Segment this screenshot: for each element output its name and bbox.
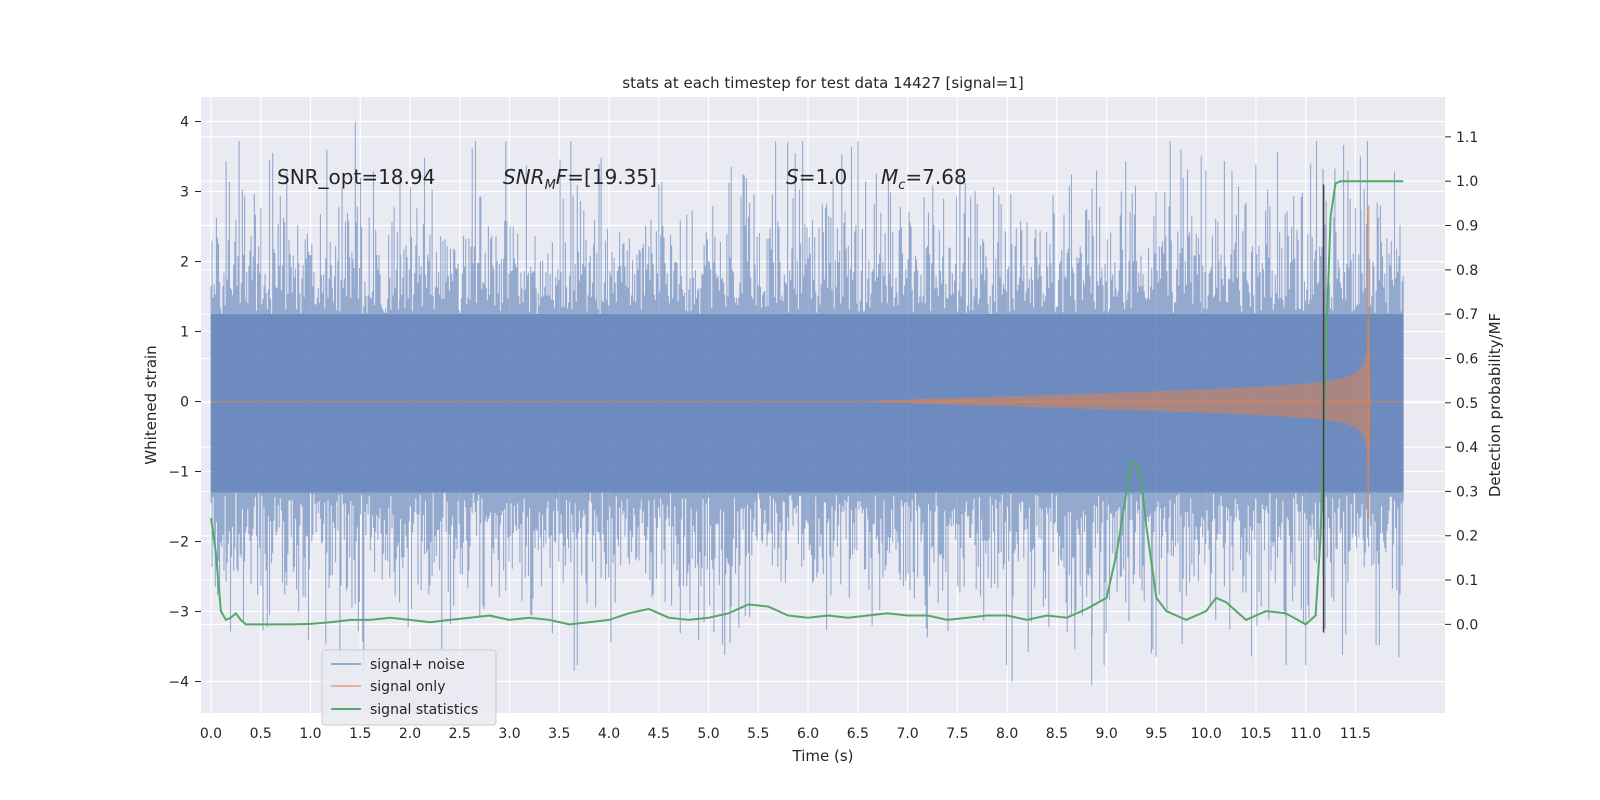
y-axis-label: Whitened strain [142, 345, 160, 464]
x-tick-label: 6.0 [797, 726, 819, 742]
y2-tick-label: 1.1 [1456, 130, 1478, 146]
x-tick-label: 8.0 [996, 726, 1018, 742]
x-tick-label: 4.5 [648, 726, 670, 742]
legend-label-signal-statistics: signal statistics [370, 702, 478, 718]
y2-tick-label: 0.7 [1456, 307, 1478, 323]
x-tick-label: 3.5 [548, 726, 570, 742]
y-tick-label: −2 [168, 535, 189, 551]
y-tick-label: −4 [168, 675, 189, 691]
x-tick-label: 4.0 [598, 726, 620, 742]
x-tick-label: 5.0 [697, 726, 719, 742]
tick-layer: 0.0 0.5 1.0 1.5 2.0 2.5 3.0 3.5 4.0 4.5 5.0 5.5 6.0 6… [168, 115, 1478, 743]
y2-tick-label: 0.3 [1456, 484, 1478, 500]
legend-box [321, 649, 497, 726]
x-axis-label: Time (s) [792, 747, 854, 765]
x-tick-label: 11.0 [1290, 726, 1321, 742]
x-tick-label: 6.5 [847, 726, 869, 742]
y-tick-label: 0 [180, 395, 189, 411]
x-tick-label: 10.0 [1191, 726, 1222, 742]
y-tick-label: 2 [180, 255, 189, 271]
y2-tick-label: 0.9 [1456, 219, 1478, 235]
annotation-s: S=1.0 [786, 165, 847, 189]
probability-series-layer [210, 180, 1404, 626]
legend-label-signal-only: signal only [370, 679, 445, 695]
y-tick-label: −3 [168, 605, 189, 621]
y2-axis-label: Detection probability/MF [1486, 313, 1504, 497]
x-tick-label: 2.5 [449, 726, 471, 742]
x-tick-label: 5.5 [747, 726, 769, 742]
legend: signal+ noise signal only signal statist… [321, 649, 497, 726]
y2-tick-label: 0.2 [1456, 529, 1478, 545]
y2-tick-label: 1.0 [1456, 174, 1478, 190]
x-tick-label: 1.0 [299, 726, 321, 742]
x-tick-label: 9.5 [1145, 726, 1167, 742]
y2-tick-label: 0.1 [1456, 573, 1478, 589]
y2-tick-label: 0.6 [1456, 351, 1478, 367]
annotation-mc: Mc=7.68 [881, 165, 967, 193]
y2-tick-label: 0.4 [1456, 440, 1478, 456]
chart-title: stats at each timestep for test data 144… [622, 74, 1023, 92]
x-tick-label: 11.5 [1340, 726, 1371, 742]
y2-tick-label: 0.5 [1456, 396, 1478, 412]
probability-series-line [210, 180, 1404, 626]
chirp-series-layer [210, 205, 1404, 520]
x-tick-label: 0.5 [250, 726, 272, 742]
x-tick-label: 10.5 [1240, 726, 1271, 742]
y-tick-label: −1 [168, 465, 189, 481]
x-tick-label: 3.0 [498, 726, 520, 742]
legend-label-signal-noise: signal+ noise [370, 657, 465, 673]
x-tick-label: 0.0 [200, 726, 222, 742]
x-tick-label: 1.5 [349, 726, 371, 742]
y-tick-label: 4 [180, 115, 189, 131]
chirp-envelope [877, 313, 1371, 483]
annotation-snr-mf: SNRMF=[19.35] [503, 165, 657, 193]
x-tick-label: 7.0 [896, 726, 918, 742]
x-tick-label: 2.0 [399, 726, 421, 742]
x-tick-label: 8.5 [1046, 726, 1068, 742]
y2-tick-label: 0.8 [1456, 263, 1478, 279]
y-tick-label: 1 [180, 325, 189, 341]
annotation-snr-opt: SNR_opt=18.94 [277, 165, 435, 189]
x-tick-label: 7.5 [946, 726, 968, 742]
y-tick-label: 3 [180, 185, 189, 201]
x-tick-label: 9.0 [1095, 726, 1117, 742]
annotation-layer: SNR_opt=18.94 SNRMF=[19.35] S=1.0 Mc=7.6… [277, 165, 967, 193]
y2-tick-label: 0.0 [1456, 617, 1478, 633]
